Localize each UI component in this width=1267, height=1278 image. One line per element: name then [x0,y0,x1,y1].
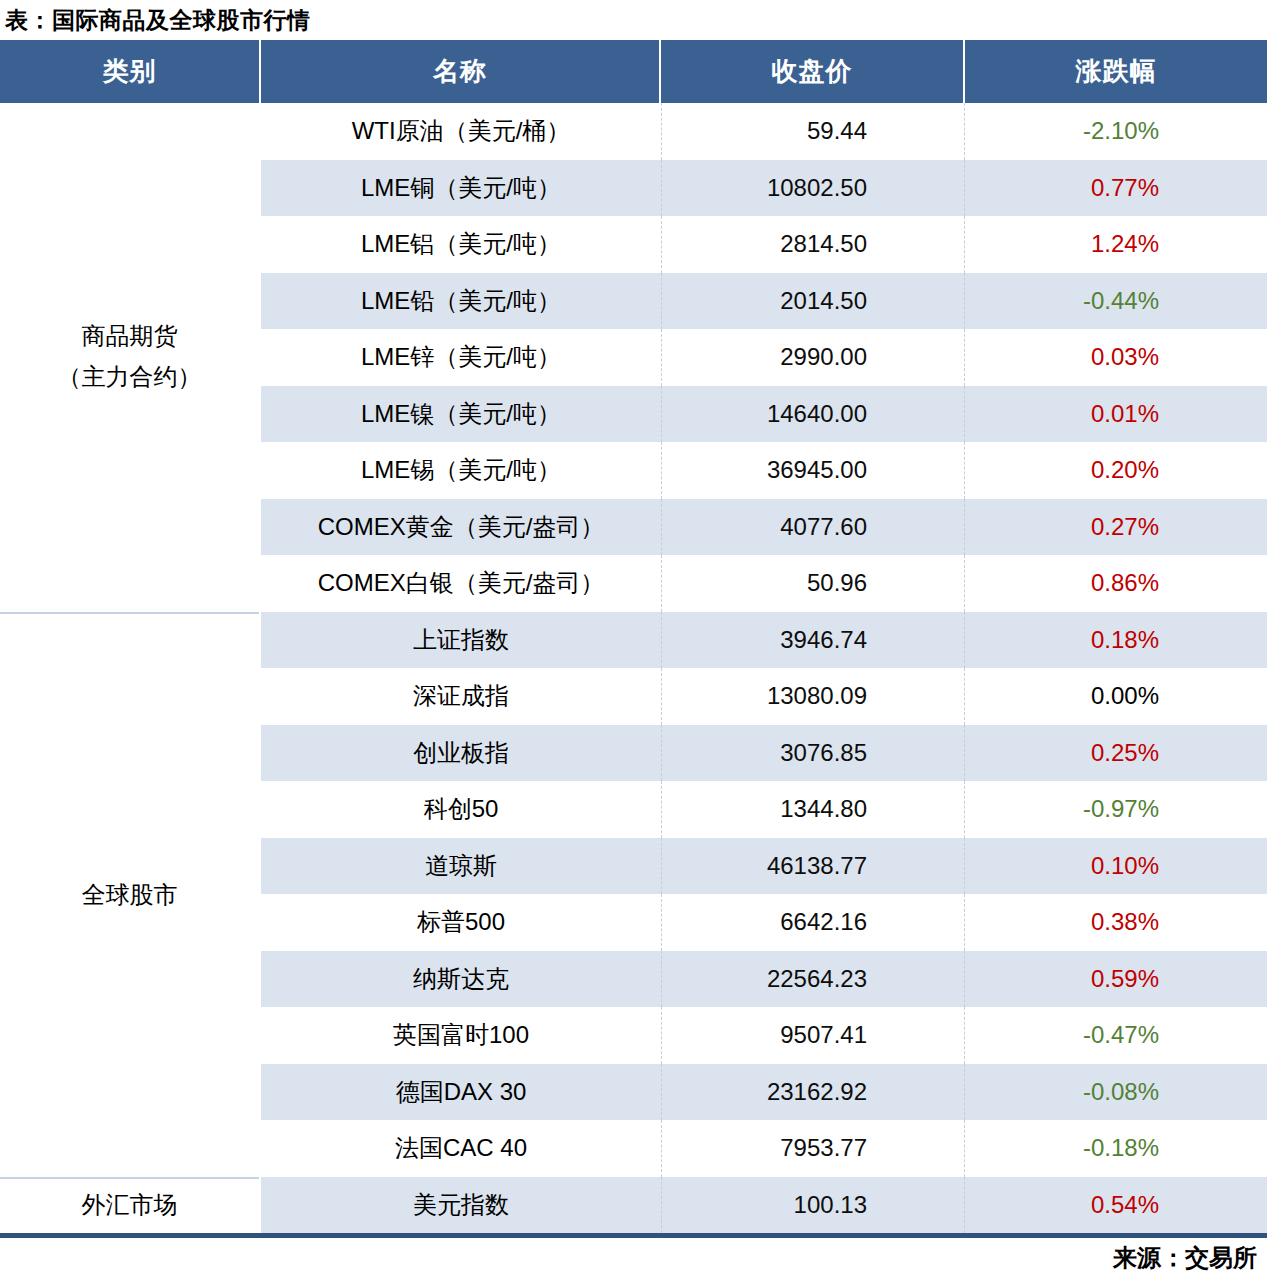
close-price: 2990.00 [661,329,964,386]
change-percent: -0.47% [964,1007,1267,1064]
close-price: 3946.74 [661,612,964,669]
instrument-name: 法国CAC 40 [259,1120,661,1177]
close-price: 50.96 [661,555,964,612]
instrument-name: 美元指数 [259,1177,661,1234]
instrument-name: LME铝（美元/吨） [259,216,661,273]
close-price: 13080.09 [661,668,964,725]
change-percent: 0.38% [964,894,1267,951]
change-percent: 0.20% [964,442,1267,499]
table-row: LME镍（美元/吨） 14640.00 0.01% [259,386,1267,443]
category-column: 商品期货 （主力合约） 全球股市 外汇市场 [0,103,259,1233]
close-price: 1344.80 [661,781,964,838]
change-percent: 0.25% [964,725,1267,782]
table-row: WTI原油（美元/桶） 59.44 -2.10% [259,103,1267,160]
change-percent: 0.10% [964,838,1267,895]
header-close-price: 收盘价 [659,40,963,103]
close-price: 7953.77 [661,1120,964,1177]
change-percent: 0.18% [964,612,1267,669]
close-price: 22564.23 [661,951,964,1008]
change-percent: 0.27% [964,499,1267,556]
table-row: 美元指数 100.13 0.54% [259,1177,1267,1234]
instrument-name: LME锌（美元/吨） [259,329,661,386]
instrument-name: 深证成指 [259,668,661,725]
change-percent: 0.77% [964,160,1267,217]
table-row: 科创50 1344.80 -0.97% [259,781,1267,838]
table-row: 道琼斯 46138.77 0.10% [259,838,1267,895]
close-price: 3076.85 [661,725,964,782]
table-row: 英国富时100 9507.41 -0.47% [259,1007,1267,1064]
header-category: 类别 [0,40,259,103]
category-global-stocks: 全球股市 [0,612,259,1177]
instrument-name: 科创50 [259,781,661,838]
change-percent: 0.01% [964,386,1267,443]
instrument-name: LME铅（美元/吨） [259,273,661,330]
table-row: LME锌（美元/吨） 2990.00 0.03% [259,329,1267,386]
change-percent: 0.00% [964,668,1267,725]
change-percent: -0.44% [964,273,1267,330]
instrument-name: 道琼斯 [259,838,661,895]
table-row: 纳斯达克 22564.23 0.59% [259,951,1267,1008]
source-note: 来源：交易所 [0,1238,1267,1278]
close-price: 6642.16 [661,894,964,951]
table-row: 上证指数 3946.74 0.18% [259,612,1267,669]
change-percent: -0.97% [964,781,1267,838]
change-percent: -2.10% [964,103,1267,160]
close-price: 9507.41 [661,1007,964,1064]
instrument-name: LME铜（美元/吨） [259,160,661,217]
change-percent: -0.08% [964,1064,1267,1121]
table-row: LME铅（美元/吨） 2014.50 -0.44% [259,273,1267,330]
instrument-name: 创业板指 [259,725,661,782]
instrument-name: COMEX白银（美元/盎司） [259,555,661,612]
data-rows: WTI原油（美元/桶） 59.44 -2.10% LME铜（美元/吨） 1080… [259,103,1267,1233]
market-table: 类别 名称 收盘价 涨跌幅 商品期货 （主力合约） 全球股市 外汇市场 WTI原… [0,40,1267,1238]
close-price: 2814.50 [661,216,964,273]
table-row: 法国CAC 40 7953.77 -0.18% [259,1120,1267,1177]
instrument-name: LME锡（美元/吨） [259,442,661,499]
page: 表：国际商品及全球股市行情 类别 名称 收盘价 涨跌幅 商品期货 （主力合约） … [0,0,1267,1278]
instrument-name: 纳斯达克 [259,951,661,1008]
table-row: LME铝（美元/吨） 2814.50 1.24% [259,216,1267,273]
close-price: 14640.00 [661,386,964,443]
header-name: 名称 [259,40,659,103]
page-title: 表：国际商品及全球股市行情 [0,0,1267,40]
table-body: 商品期货 （主力合约） 全球股市 外汇市场 WTI原油（美元/桶） 59.44 … [0,103,1267,1233]
instrument-name: 上证指数 [259,612,661,669]
close-price: 23162.92 [661,1064,964,1121]
instrument-name: 德国DAX 30 [259,1064,661,1121]
category-commodity-futures: 商品期货 （主力合约） [0,103,259,612]
close-price: 100.13 [661,1177,964,1234]
change-percent: 1.24% [964,216,1267,273]
change-percent: 0.86% [964,555,1267,612]
close-price: 36945.00 [661,442,964,499]
table-row: LME锡（美元/吨） 36945.00 0.20% [259,442,1267,499]
table-row: LME铜（美元/吨） 10802.50 0.77% [259,160,1267,217]
instrument-name: WTI原油（美元/桶） [259,103,661,160]
change-percent: 0.03% [964,329,1267,386]
close-price: 4077.60 [661,499,964,556]
close-price: 46138.77 [661,838,964,895]
table-row: 德国DAX 30 23162.92 -0.08% [259,1064,1267,1121]
instrument-name: LME镍（美元/吨） [259,386,661,443]
change-percent: 0.54% [964,1177,1267,1234]
table-row: 标普500 6642.16 0.38% [259,894,1267,951]
category-forex-market: 外汇市场 [0,1177,259,1234]
header-change-pct: 涨跌幅 [963,40,1267,103]
close-price: 2014.50 [661,273,964,330]
change-percent: 0.59% [964,951,1267,1008]
table-row: COMEX白银（美元/盎司） 50.96 0.86% [259,555,1267,612]
close-price: 10802.50 [661,160,964,217]
table-row: COMEX黄金（美元/盎司） 4077.60 0.27% [259,499,1267,556]
instrument-name: COMEX黄金（美元/盎司） [259,499,661,556]
instrument-name: 英国富时100 [259,1007,661,1064]
table-row: 深证成指 13080.09 0.00% [259,668,1267,725]
table-row: 创业板指 3076.85 0.25% [259,725,1267,782]
close-price: 59.44 [661,103,964,160]
instrument-name: 标普500 [259,894,661,951]
table-header-row: 类别 名称 收盘价 涨跌幅 [0,40,1267,103]
change-percent: -0.18% [964,1120,1267,1177]
